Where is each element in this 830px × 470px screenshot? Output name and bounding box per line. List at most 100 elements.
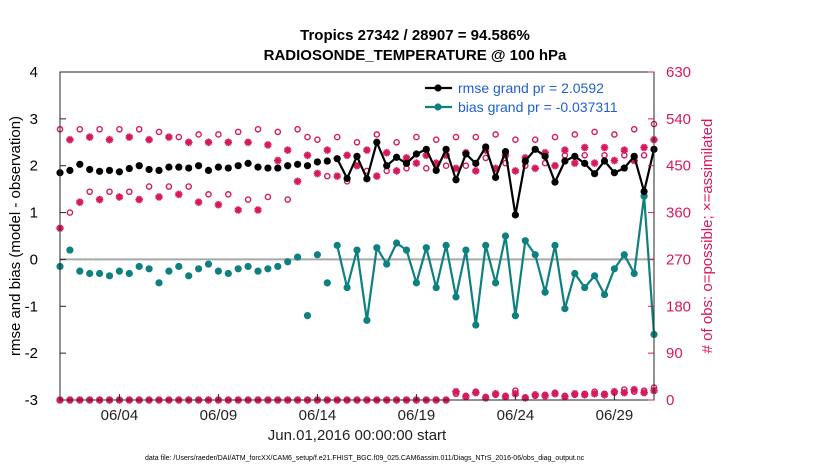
bias-point	[343, 283, 351, 292]
x-tick-label: 06/09	[200, 407, 238, 424]
y-tick-label-right: 630	[666, 64, 691, 81]
bias-point	[452, 293, 460, 301]
rmse-point	[244, 159, 252, 167]
rmse-point	[462, 150, 470, 158]
rmse-point	[630, 152, 638, 160]
obs-possible-point	[304, 133, 311, 141]
obs-possible-point	[591, 128, 598, 136]
obs-possible-point	[274, 128, 282, 136]
bias-point	[165, 267, 173, 275]
obs-assimilated-point	[125, 133, 134, 141]
bias-point	[185, 272, 193, 280]
obs-assimilated-point	[254, 206, 262, 214]
bias-point	[412, 279, 420, 287]
obs-assimilated-bottom-point	[571, 389, 579, 398]
bias-point	[105, 272, 114, 280]
rmse-point	[442, 145, 450, 153]
bias-point	[66, 246, 74, 254]
rmse-point	[125, 164, 133, 173]
obs-assimilated-point	[323, 146, 332, 154]
obs-assimilated-bottom-point	[521, 394, 530, 402]
rmse-point	[185, 164, 193, 172]
rmse-point	[363, 175, 371, 183]
obs-assimilated-point	[472, 167, 480, 175]
rmse-point	[511, 211, 519, 219]
x-tick-label: 06/04	[101, 407, 139, 424]
rmse-point	[333, 155, 341, 163]
rmse-point	[353, 152, 361, 160]
obs-assimilated-point	[105, 135, 114, 144]
bias-point	[363, 316, 371, 324]
rmse-point	[501, 148, 510, 156]
obs-possible-point	[254, 125, 262, 133]
obs-assimilated-point	[580, 143, 589, 152]
rmse-point	[234, 162, 242, 170]
obs-assimilated-bottom-point	[640, 388, 648, 397]
y-tick-label-right: 180	[666, 298, 691, 315]
rmse-point	[204, 166, 213, 174]
rmse-point	[165, 163, 173, 171]
obs-assimilated-bottom-point	[452, 387, 460, 396]
obs-assimilated-point	[283, 146, 292, 154]
obs-assimilated-bottom-point	[610, 387, 619, 396]
bias-point	[620, 251, 628, 259]
bias-point	[254, 267, 262, 275]
obs-assimilated-bottom-point	[462, 393, 470, 401]
plot-frame	[59, 71, 655, 401]
obs-possible-point	[224, 191, 232, 198]
obs-possible-point	[531, 136, 539, 143]
y-tick-label-left: -2	[25, 345, 38, 362]
bias-point	[492, 279, 500, 287]
obs-assimilated-point	[214, 200, 223, 209]
obs-possible-point	[472, 133, 480, 141]
rmse-point	[591, 170, 599, 178]
obs-assimilated-point	[194, 198, 203, 206]
obs-possible-point	[155, 128, 163, 136]
x-tick-label: 06/29	[596, 407, 634, 424]
bias-point	[442, 241, 450, 249]
rmse-point	[383, 162, 391, 170]
obs-assimilated-point	[145, 135, 153, 144]
bias-point	[521, 237, 529, 245]
obs-possible-point	[393, 138, 400, 146]
obs-assimilated-point	[392, 167, 401, 175]
obs-assimilated-point	[590, 159, 599, 167]
obs-possible-point	[353, 138, 361, 146]
bias-point	[373, 244, 381, 252]
y-tick-label-left: -1	[25, 298, 38, 315]
obs-possible-point	[640, 152, 648, 159]
obs-assimilated-point	[274, 156, 282, 165]
rmse-point	[76, 160, 84, 168]
bias-point	[541, 288, 549, 296]
bias-point	[313, 251, 321, 259]
obs-possible-point	[333, 133, 341, 141]
obs-assimilated-point	[303, 151, 312, 160]
obs-assimilated-point	[135, 195, 143, 204]
bias-series	[56, 192, 658, 338]
obs-possible-series	[56, 120, 658, 216]
obs-assimilated-point	[561, 146, 569, 154]
bias-point	[274, 262, 282, 271]
bias-point	[96, 269, 104, 278]
obs-possible-point	[452, 133, 460, 141]
obs-possible-point	[442, 162, 450, 170]
obs-assimilated-point	[511, 167, 520, 175]
bias-point	[551, 241, 559, 249]
bias-point	[214, 267, 222, 275]
y-tick-label-left: 0	[30, 251, 38, 268]
rmse-point	[541, 152, 549, 160]
bias-point	[581, 283, 589, 292]
obs-assimilated-bottom-point	[590, 389, 599, 398]
bias-point	[511, 312, 519, 320]
obs-assimilated-bottom-point	[551, 389, 559, 398]
obs-assimilated-point	[224, 138, 233, 147]
obs-assimilated-point	[452, 164, 460, 173]
obs-assimilated-point	[165, 133, 173, 141]
obs-possible-point	[264, 193, 272, 201]
bias-point	[482, 241, 490, 249]
rmse-point	[561, 157, 569, 165]
obs-assimilated-point	[442, 151, 450, 160]
rmse-point	[274, 164, 282, 172]
obs-assimilated-point	[313, 169, 322, 178]
obs-possible-point	[145, 183, 153, 190]
